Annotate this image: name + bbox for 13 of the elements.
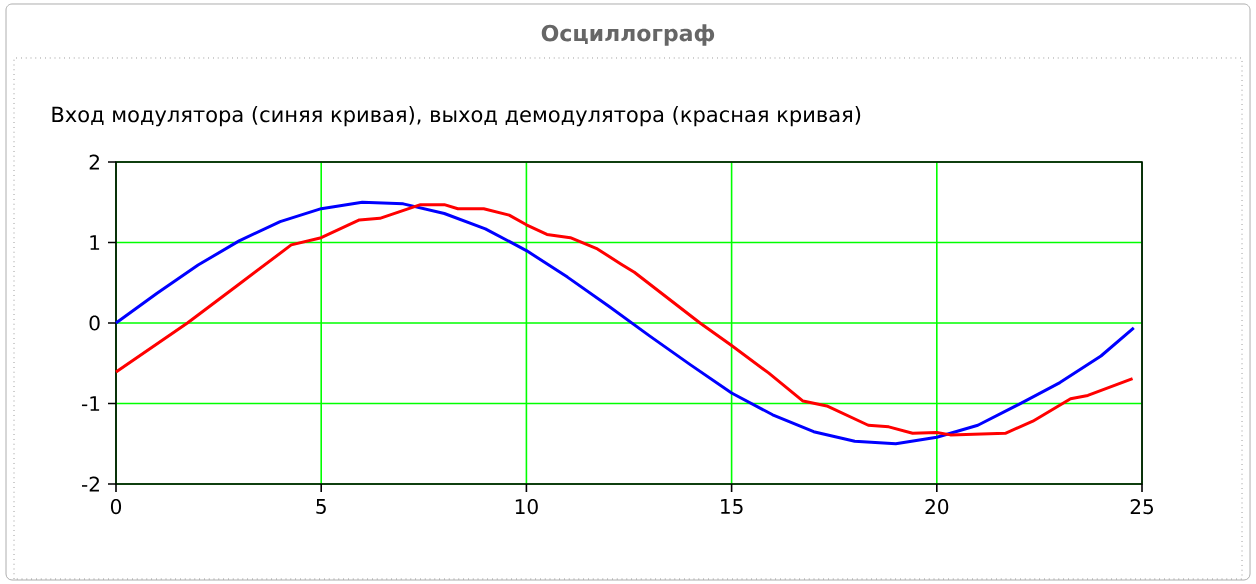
y-tick-label: 2: [89, 154, 99, 170]
chart-subtitle: Вход модулятора (синяя кривая), выход демодулятора (красная кривая): [52, 106, 861, 127]
x-tick-label: 10: [515, 499, 538, 515]
x-tick-label: 25: [1130, 499, 1153, 515]
x-tick-label: 15: [721, 499, 743, 514]
y-tick-label: 0: [89, 315, 100, 331]
y-tick-label: 1: [90, 235, 100, 250]
x-tick-label: 0: [110, 499, 122, 515]
chart-title: Осциллограф: [541, 24, 715, 46]
y-tick-label: -2: [81, 476, 99, 492]
x-tick-label: 5: [316, 499, 326, 514]
y-tick-label: -1: [81, 396, 100, 411]
x-tick-label: 20: [925, 499, 949, 515]
